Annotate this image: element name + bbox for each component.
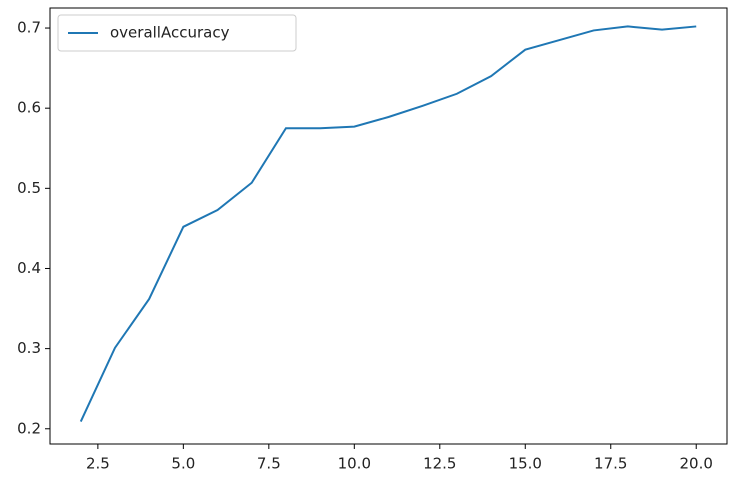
x-tick-label: 10.0 bbox=[338, 455, 371, 473]
x-tick-label: 12.5 bbox=[423, 455, 456, 473]
plot-frame bbox=[49, 7, 728, 445]
x-tick-label: 2.5 bbox=[86, 455, 110, 473]
y-tick-label: 0.3 bbox=[17, 339, 41, 357]
legend-label: overallAccuracy bbox=[110, 24, 230, 42]
y-tick-label: 0.7 bbox=[17, 19, 41, 37]
y-tick-label: 0.2 bbox=[17, 419, 41, 437]
y-tick-label: 0.5 bbox=[17, 179, 41, 197]
y-tick-label: 0.6 bbox=[17, 99, 41, 117]
x-tick-label: 7.5 bbox=[257, 455, 281, 473]
y-tick-label: 0.4 bbox=[17, 259, 41, 277]
x-tick-label: 15.0 bbox=[509, 455, 542, 473]
x-tick-label: 17.5 bbox=[594, 455, 627, 473]
x-tick-label: 5.0 bbox=[171, 455, 195, 473]
legend-box bbox=[57, 14, 297, 52]
x-tick-label: 20.0 bbox=[680, 455, 713, 473]
data-line bbox=[79, 25, 697, 422]
